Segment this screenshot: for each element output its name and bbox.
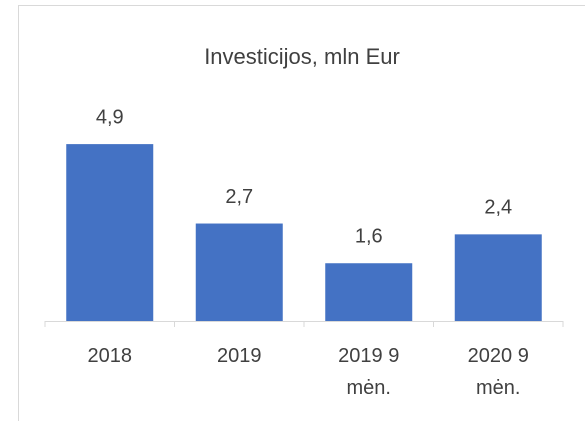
- data-label: 4,9: [96, 106, 124, 128]
- bar: [454, 234, 542, 321]
- bar: [195, 223, 283, 321]
- x-tick-label-box: 2019: [217, 345, 262, 367]
- x-tick-label: 2020 9 mėn.: [467, 345, 529, 399]
- x-tick-label-box: 2019 9 mėn.: [338, 345, 400, 399]
- bar: [325, 263, 413, 321]
- bar: [66, 144, 154, 321]
- x-tick-label: 2019: [217, 345, 262, 367]
- data-label: 1,6: [355, 226, 383, 248]
- data-label: 2,7: [225, 186, 253, 208]
- x-tick-label-box: 2020 9 mėn.: [467, 345, 529, 399]
- x-tick-label: 2018: [87, 345, 133, 367]
- chart-border: [18, 5, 585, 421]
- data-label: 2,4: [484, 197, 512, 219]
- chart-title: Investicijos, mln Eur: [204, 44, 400, 69]
- x-tick-label-box: 2018: [87, 345, 133, 367]
- x-tick-label: 2019 9 mėn.: [338, 345, 400, 399]
